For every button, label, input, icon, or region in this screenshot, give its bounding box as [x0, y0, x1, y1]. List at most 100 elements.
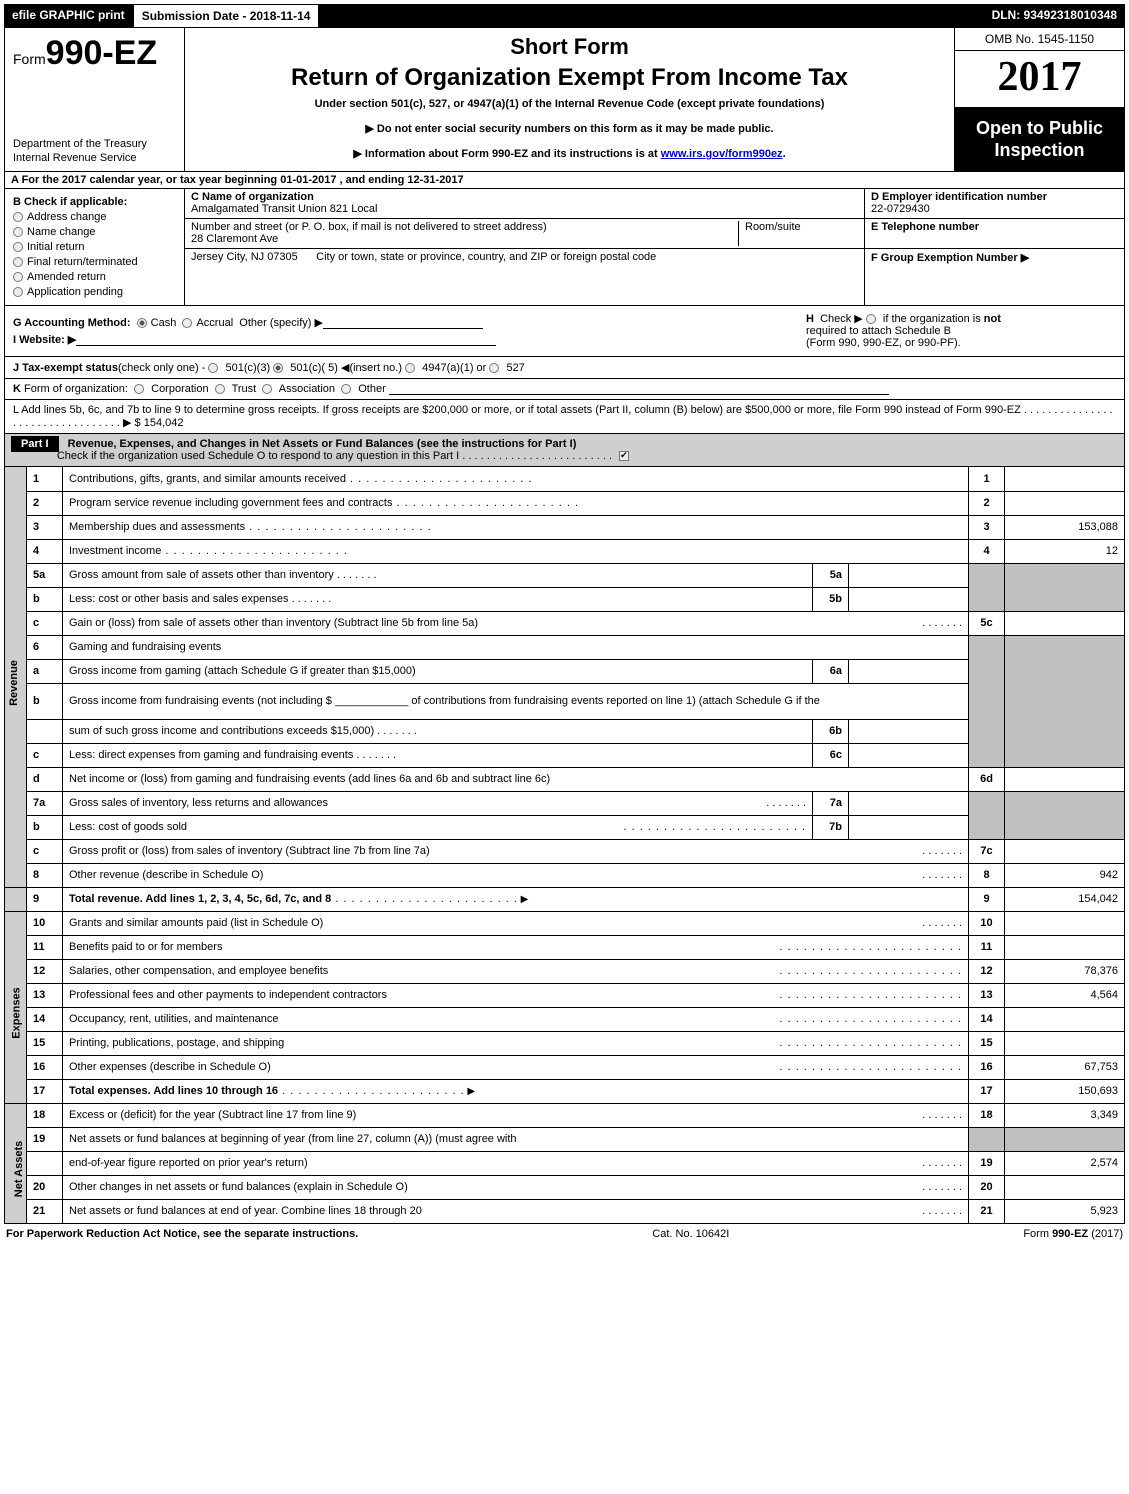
line-5c-val [1005, 611, 1125, 635]
sidebar-expenses: Expenses [5, 911, 27, 1103]
radio-corp[interactable] [134, 384, 144, 394]
grey-6-val [1005, 635, 1125, 767]
line-10-val [1005, 911, 1125, 935]
line-5b-sub: 5b [813, 587, 849, 611]
website-line[interactable] [76, 334, 496, 346]
line-9-num: 9 [27, 887, 63, 911]
radio-address-change[interactable] [13, 212, 23, 222]
line-21-desc: Net assets or fund balances at end of ye… [69, 1205, 422, 1217]
note-info: ▶ Information about Form 990-EZ and its … [195, 147, 944, 160]
radio-501c3[interactable] [208, 363, 218, 373]
line-21-num: 21 [27, 1199, 63, 1223]
section-a-mid: , and ending [340, 174, 408, 186]
line-7a-desc: Gross sales of inventory, less returns a… [69, 797, 328, 809]
radio-trust[interactable] [215, 384, 225, 394]
section-a: A For the 2017 calendar year, or tax yea… [4, 172, 1125, 189]
radio-assoc[interactable] [262, 384, 272, 394]
line-3-val: 153,088 [1005, 515, 1125, 539]
grey-7 [969, 791, 1005, 839]
section-b: B Check if applicable: Address change Na… [5, 189, 185, 305]
line-7c-desc: Gross profit or (loss) from sales of inv… [69, 845, 430, 857]
radio-501c[interactable] [273, 363, 283, 373]
radio-initial-return[interactable] [13, 242, 23, 252]
line-7a-subval [849, 791, 969, 815]
line-3-desc: Membership dues and assessments [69, 521, 245, 533]
line-4-ln: 4 [969, 539, 1005, 563]
sidebar-netassets: Net Assets [5, 1103, 27, 1223]
grey-7-val [1005, 791, 1125, 839]
line-9-ln: 9 [969, 887, 1005, 911]
dln-label: DLN: 93492318010348 [984, 4, 1125, 28]
grey-19 [969, 1127, 1005, 1151]
line-12-ln: 12 [969, 959, 1005, 983]
other-specify-line[interactable] [323, 317, 483, 329]
line-18-val: 3,349 [1005, 1103, 1125, 1127]
part-i-header: Part I Revenue, Expenses, and Changes in… [4, 434, 1125, 467]
radio-4947[interactable] [405, 363, 415, 373]
radio-amended-return[interactable] [13, 272, 23, 282]
part-check-text: Check if the organization used Schedule … [57, 450, 612, 462]
radio-final-return[interactable] [13, 257, 23, 267]
line-15-val [1005, 1031, 1125, 1055]
accounting-method-label: G Accounting Method: [13, 317, 131, 329]
line-13-ln: 13 [969, 983, 1005, 1007]
radio-application-pending[interactable] [13, 287, 23, 297]
line-10-num: 10 [27, 911, 63, 935]
website-label: I Website: ▶ [13, 334, 76, 346]
line-16-desc: Other expenses (describe in Schedule O) [69, 1061, 271, 1073]
opt-address-change: Address change [27, 211, 107, 223]
line-21-val: 5,923 [1005, 1199, 1125, 1223]
line-11-val [1005, 935, 1125, 959]
ein-value: 22-0729430 [871, 203, 930, 215]
note-info-prefix: ▶ Information about Form 990-EZ and its … [353, 148, 660, 160]
line-16-ln: 16 [969, 1055, 1005, 1079]
radio-527[interactable] [489, 363, 499, 373]
short-form-label: Short Form [195, 34, 944, 60]
sidebar-revenue-end [5, 887, 27, 911]
line-19-ln: 19 [969, 1151, 1005, 1175]
line-19-num: 19 [27, 1127, 63, 1151]
line-5a-sub: 5a [813, 563, 849, 587]
line-13-desc: Professional fees and other payments to … [69, 989, 387, 1001]
line-8-num: 8 [27, 863, 63, 887]
line-6-desc: Gaming and fundraising events [63, 635, 969, 659]
line-19b-num [27, 1151, 63, 1175]
line-19-desc1: Net assets or fund balances at beginning… [63, 1127, 969, 1151]
opt-name-change: Name change [27, 226, 96, 238]
line-12-val: 78,376 [1005, 959, 1125, 983]
line-7b-sub: 7b [813, 815, 849, 839]
line-1-ln: 1 [969, 467, 1005, 491]
line-4-num: 4 [27, 539, 63, 563]
opt-accrual: Accrual [196, 317, 233, 329]
street-label: Number and street (or P. O. box, if mail… [191, 221, 738, 233]
line-7a-num: 7a [27, 791, 63, 815]
radio-other-org[interactable] [341, 384, 351, 394]
line-1-val [1005, 467, 1125, 491]
schedule-o-check[interactable] [619, 451, 629, 461]
section-h: H Check ▶ if the organization is not req… [806, 312, 1116, 350]
footer-left: For Paperwork Reduction Act Notice, see … [6, 1228, 358, 1240]
radio-cash[interactable] [137, 318, 147, 328]
line-13-num: 13 [27, 983, 63, 1007]
line-6c-subval [849, 743, 969, 767]
opt-initial-return: Initial return [27, 241, 84, 253]
grey-6 [969, 635, 1005, 767]
line-13-val: 4,564 [1005, 983, 1125, 1007]
line-6d-num: d [27, 767, 63, 791]
grey-5ab [969, 563, 1005, 611]
line-7b-subval [849, 815, 969, 839]
tax-year-end: 12-31-2017 [407, 174, 463, 186]
radio-h-check[interactable] [866, 314, 876, 324]
line-6a-desc: Gross income from gaming (attach Schedul… [63, 659, 813, 683]
line-19-desc2: end-of-year figure reported on prior yea… [69, 1157, 308, 1169]
other-org-line[interactable] [389, 383, 889, 395]
radio-accrual[interactable] [182, 318, 192, 328]
line-5a-subval [849, 563, 969, 587]
omb-number: OMB No. 1545-1150 [955, 28, 1124, 51]
line-16-num: 16 [27, 1055, 63, 1079]
line-6b-desc1: Gross income from fundraising events (no… [63, 683, 969, 719]
line-6d-ln: 6d [969, 767, 1005, 791]
irs-link[interactable]: www.irs.gov/form990ez [661, 148, 783, 160]
radio-name-change[interactable] [13, 227, 23, 237]
line-6c-sub: 6c [813, 743, 849, 767]
